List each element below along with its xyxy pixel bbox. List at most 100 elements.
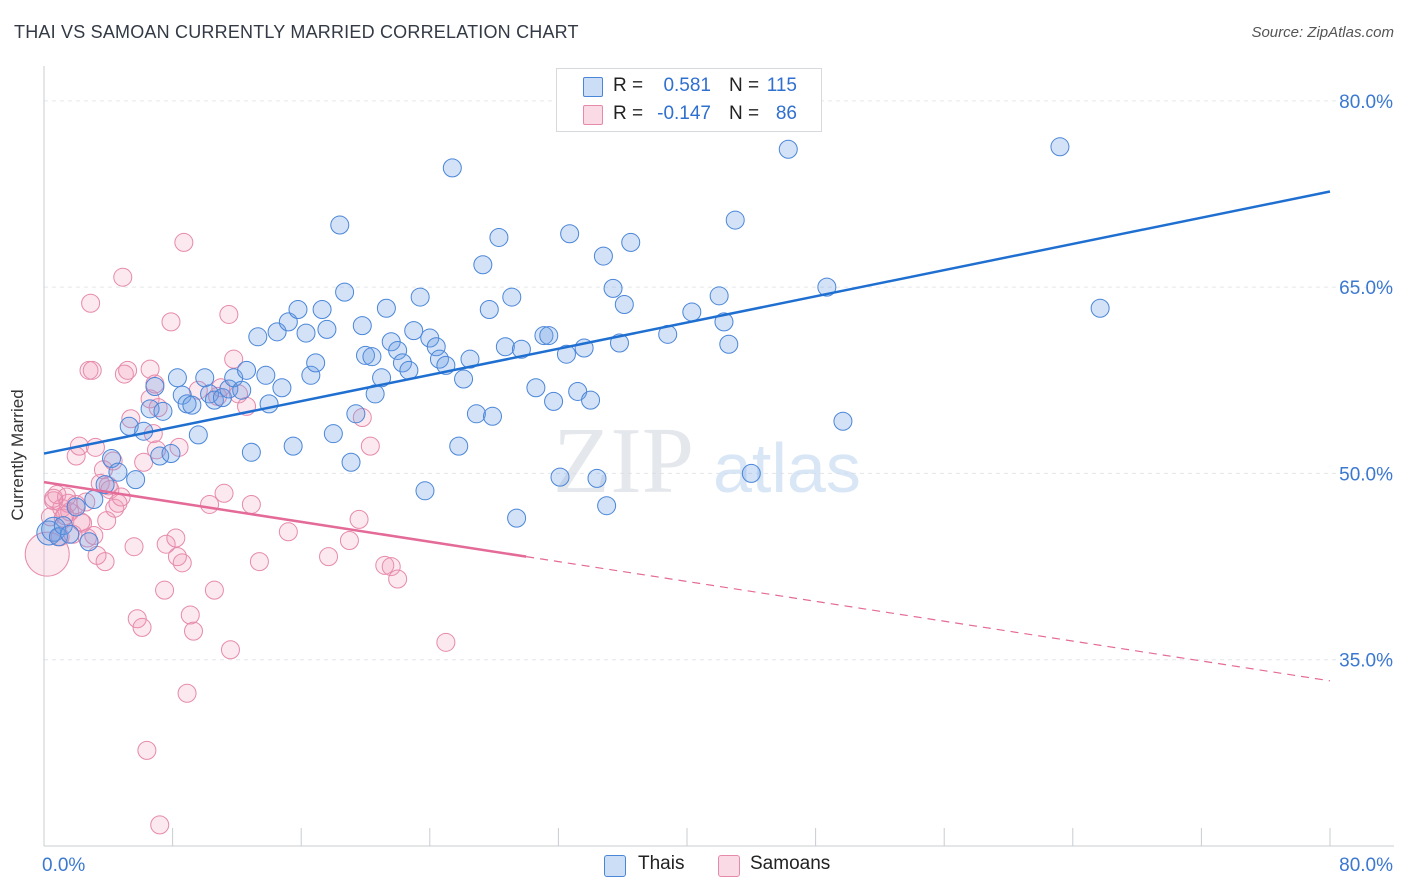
thai-point <box>195 368 215 388</box>
watermark-zip: ZIP <box>553 409 694 513</box>
thai-point <box>593 246 613 266</box>
thai-point <box>479 299 499 319</box>
y-tick-label: 80.0% <box>1339 92 1393 113</box>
samoan-point <box>204 580 224 600</box>
thai-point <box>362 347 382 367</box>
thai-point <box>161 444 181 464</box>
thais-legend-swatch <box>604 855 626 877</box>
thai-point <box>388 340 408 360</box>
thai-swatch <box>583 77 603 97</box>
samoan-point <box>137 740 157 760</box>
thai-point <box>682 302 702 322</box>
source-credit: Source: ZipAtlas.com <box>1251 24 1394 41</box>
thai-point <box>709 286 729 306</box>
thai-point <box>473 255 493 275</box>
samoan-point <box>118 360 138 380</box>
thai-point <box>778 139 798 159</box>
samoan-point <box>249 552 269 572</box>
samoan-point <box>105 498 125 518</box>
thai-point <box>256 365 276 385</box>
samoan-point <box>177 683 197 703</box>
samoan-point <box>319 547 339 567</box>
samoan-point <box>114 364 134 384</box>
samoan-point <box>339 530 359 550</box>
thai-r-value: 0.581 <box>663 75 711 96</box>
samoan-point <box>436 632 456 652</box>
thai-point <box>482 406 502 426</box>
thai-point <box>833 411 853 431</box>
samoan-point <box>150 815 170 835</box>
thai-point <box>511 339 531 359</box>
thai-point <box>719 334 739 354</box>
thai-point <box>296 323 316 343</box>
thai-point <box>172 385 192 405</box>
samoan-point <box>166 528 186 548</box>
samoan-point <box>73 513 93 533</box>
samoan-point <box>352 408 372 428</box>
thai-point <box>556 344 576 364</box>
thai-point <box>614 295 634 315</box>
axes <box>43 66 1394 847</box>
thai-points <box>36 137 1110 552</box>
samoan-r-value: -0.147 <box>657 103 711 124</box>
samoan-point <box>381 557 401 577</box>
thai-point <box>188 425 208 445</box>
thai-point <box>725 210 745 230</box>
thai-point <box>714 312 734 332</box>
thai-point <box>534 326 554 346</box>
thai-point <box>460 349 480 369</box>
samoan-point <box>124 537 144 557</box>
thai-point <box>283 436 303 456</box>
samoan-trend-extension <box>526 556 1331 682</box>
thai-point <box>323 424 343 444</box>
thai-point <box>108 462 128 482</box>
thai-point <box>232 380 252 400</box>
samoan-r-label: R = <box>613 103 644 124</box>
thai-point <box>587 468 607 488</box>
chart-title: THAI VS SAMOAN CURRENTLY MARRIED CORRELA… <box>14 22 579 42</box>
thai-point <box>248 327 268 347</box>
thai-point <box>560 224 580 244</box>
thai-point <box>415 481 435 501</box>
thai-point <box>288 299 308 319</box>
thai-point <box>376 298 396 318</box>
thai-point <box>1090 298 1110 318</box>
thai-point <box>306 353 326 373</box>
samoan-point <box>241 494 261 514</box>
watermark-atlas: atlas <box>713 429 861 507</box>
samoan-point <box>211 378 231 398</box>
samoan-point <box>360 436 380 456</box>
thai-point <box>741 463 761 483</box>
samoan-point <box>219 304 239 324</box>
thai-point <box>145 376 165 396</box>
legend-row-thai: R = 0.581 N = 115 <box>557 73 821 101</box>
grid-lines <box>44 100 1394 661</box>
thai-point <box>372 368 392 388</box>
thai-point <box>502 287 522 307</box>
thai-n-value: 115 <box>766 75 797 96</box>
thai-point <box>237 360 257 380</box>
thai-point <box>544 391 564 411</box>
thai-point <box>621 232 641 252</box>
samoans-legend-label: Samoans <box>750 853 831 874</box>
thai-point <box>346 404 366 424</box>
thai-point <box>817 277 837 297</box>
samoan-point <box>76 492 96 512</box>
thai-point <box>48 527 68 547</box>
y-tick-label: 50.0% <box>1339 464 1393 485</box>
samoan-point <box>172 553 192 573</box>
thai-point <box>153 401 173 421</box>
thai-point <box>507 508 527 528</box>
samoan-point <box>44 488 64 508</box>
samoan-point <box>278 522 298 542</box>
tick-labels: 80.0% 65.0% 50.0% 35.0% 0.0% 80.0% <box>42 92 1393 876</box>
legend-row-samoan: R = -0.147 N = 86 <box>557 101 821 129</box>
samoan-point <box>174 232 194 252</box>
samoan-point <box>388 569 408 589</box>
y-tick-label: 65.0% <box>1339 278 1393 299</box>
samoan-n-label: N = <box>729 103 760 124</box>
thai-point <box>526 378 546 398</box>
thai-point <box>426 337 446 357</box>
thai-trend-line <box>43 190 1331 455</box>
